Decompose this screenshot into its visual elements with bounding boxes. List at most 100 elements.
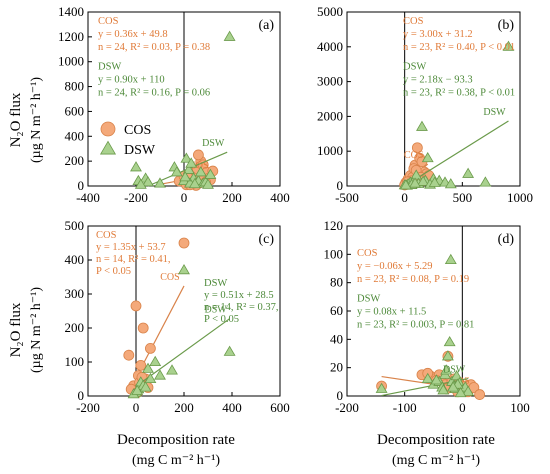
- fit-line-label: DSW: [202, 138, 225, 149]
- annotation-dsw: y = 0.90x + 110: [98, 75, 165, 86]
- legend-marker-cos: [100, 121, 116, 137]
- y-axis-label-bottom-line1: N₂O flux: [8, 302, 24, 357]
- y-tick-label: 0: [78, 178, 85, 193]
- point-dsw: [444, 253, 457, 265]
- point-dsw: [134, 178, 147, 189]
- x-tick-label: -100: [393, 400, 417, 415]
- x-tick-label: 0: [181, 190, 188, 205]
- annotation-cos: n = 24, R² = 0.03, P = 0.38: [98, 42, 210, 53]
- point-dsw: [447, 381, 460, 392]
- x-tick-label: 400: [222, 400, 242, 415]
- y-tick-label: 0: [337, 178, 344, 193]
- x-tick-label: 400: [270, 190, 290, 205]
- x-tick-label: 200: [222, 190, 242, 205]
- annotation-cos: n = 14, R² = 0.41,: [96, 254, 171, 265]
- y-tick-label: 400: [65, 128, 85, 143]
- y-tick-label: 1000: [58, 54, 84, 69]
- point-dsw: [440, 364, 453, 375]
- y-tick-label: 120: [324, 218, 344, 233]
- point-dsw: [430, 374, 443, 385]
- panel-label: (b): [498, 18, 515, 33]
- x-axis-label-left-line1: Decomposition rate: [117, 432, 235, 448]
- point-cos: [474, 389, 486, 400]
- annotation-cos: COS: [357, 248, 378, 259]
- point-dsw: [421, 151, 434, 163]
- x-tick-label: 0: [401, 190, 408, 205]
- y-tick-label: 100: [324, 246, 344, 261]
- y-tick-label: 200: [65, 320, 85, 335]
- point-dsw: [454, 386, 467, 398]
- point-dsw: [182, 163, 195, 174]
- point-cos: [411, 142, 423, 154]
- point-dsw: [180, 152, 193, 163]
- panel-3: 020406080100120-200-1000100(d)COSDSWCOSy…: [324, 218, 530, 415]
- x-tick-label: 100: [510, 400, 530, 415]
- x-axis-label-right-line1: Decomposition rate: [377, 432, 495, 448]
- annotation-dsw: DSW: [403, 62, 426, 73]
- annotation-dsw: P < 0.05: [204, 314, 239, 325]
- point-dsw: [437, 384, 450, 395]
- fit-line-label: DSW: [443, 365, 466, 376]
- annotation-cos: y = 1.35x + 53.7: [96, 242, 166, 253]
- point-dsw: [428, 176, 441, 187]
- annotation-cos: P < 0.05: [96, 266, 131, 277]
- fit-line-label: COS: [404, 150, 423, 161]
- point-cos: [130, 300, 142, 312]
- point-dsw: [202, 178, 214, 189]
- y-tick-label: 60: [330, 303, 343, 318]
- point-dsw: [443, 335, 456, 347]
- y-tick-label: 4000: [317, 39, 343, 54]
- x-axis-label-left-line2: (mg C m⁻² h⁻¹): [132, 453, 220, 468]
- fit-line-label: DSW: [204, 305, 227, 316]
- y-tick-label: 2000: [317, 108, 343, 123]
- annotation-cos: n = 23, R² = 0.08, P = 0.19: [357, 274, 469, 285]
- point-dsw: [194, 166, 207, 177]
- annotation-cos: y = −0.06x + 5.29: [357, 261, 433, 272]
- point-dsw: [479, 176, 492, 187]
- point-cos: [135, 359, 147, 371]
- point-dsw: [410, 169, 423, 180]
- point-dsw: [130, 161, 142, 172]
- x-tick-label: -200: [124, 190, 148, 205]
- fit-line-label: COS: [189, 160, 208, 171]
- annotation-dsw: y = 0.51x + 28.5: [204, 290, 274, 301]
- x-axis-label-right-line2: (mg C m⁻² h⁻¹): [392, 453, 480, 468]
- y-tick-label: 20: [330, 360, 343, 375]
- x-tick-label: -200: [335, 400, 359, 415]
- fit-line-label: COS: [160, 272, 179, 283]
- point-dsw: [188, 177, 201, 189]
- point-dsw: [502, 40, 515, 51]
- annotation-dsw: DSW: [204, 278, 227, 289]
- x-tick-label: 0: [459, 400, 466, 415]
- annotation-dsw: n = 24, R² = 0.16, P = 0.06: [98, 88, 210, 99]
- point-dsw: [142, 176, 154, 187]
- point-cos: [192, 149, 204, 161]
- x-tick-label: 600: [270, 400, 290, 415]
- y-tick-label: 3000: [317, 74, 343, 89]
- point-dsw: [144, 372, 157, 384]
- point-cos: [123, 349, 135, 361]
- x-tick-label: 1000: [507, 190, 533, 205]
- y-tick-label: 200: [65, 153, 85, 168]
- point-cos: [178, 237, 190, 249]
- point-cos: [144, 342, 156, 354]
- annotation-cos: n = 23, R² = 0.40, P < 0.01: [403, 42, 515, 53]
- y-axis-label-top-line1: N₂O flux: [8, 92, 24, 147]
- panel-label: (a): [258, 18, 274, 33]
- point-dsw: [416, 120, 428, 131]
- annotation-cos: y = 0.36x + 49.8: [98, 29, 168, 40]
- point-dsw: [409, 177, 421, 188]
- annotation-dsw: n = 14, R² = 0.37,: [204, 302, 279, 313]
- annotation-cos: COS: [403, 16, 424, 27]
- x-tick-label: -200: [76, 400, 100, 415]
- y-tick-label: 0: [78, 388, 85, 403]
- point-dsw: [417, 175, 430, 186]
- annotation-dsw: DSW: [98, 62, 121, 73]
- panel-0: 0 200 400 600 800 1000 1200 1400 -400 -200 0 200 400…: [58, 4, 290, 205]
- y-tick-label: 100: [65, 354, 85, 369]
- y-tick-label: 400: [65, 252, 85, 267]
- y-tick-label: 1000: [317, 143, 343, 158]
- fit-line-label: DSW: [483, 107, 506, 118]
- x-tick-label: -500: [335, 190, 359, 205]
